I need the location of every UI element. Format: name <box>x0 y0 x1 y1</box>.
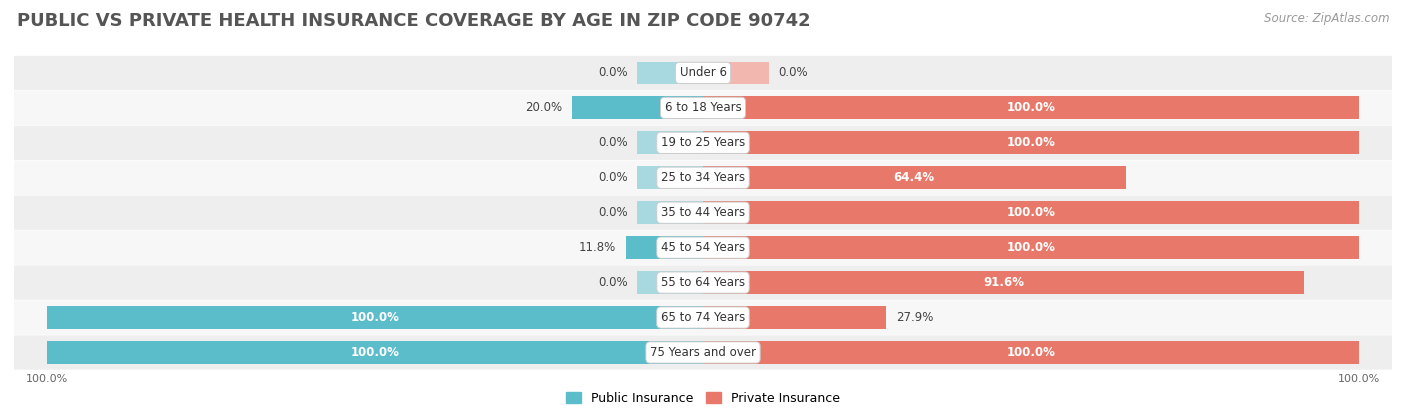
Text: 100.0%: 100.0% <box>1007 101 1056 114</box>
Text: 75 Years and over: 75 Years and over <box>650 346 756 359</box>
Text: 35 to 44 Years: 35 to 44 Years <box>661 206 745 219</box>
FancyBboxPatch shape <box>14 161 1392 195</box>
FancyBboxPatch shape <box>14 126 1392 160</box>
Bar <box>572 97 703 119</box>
Bar <box>703 131 1360 154</box>
Text: 0.0%: 0.0% <box>598 206 627 219</box>
FancyBboxPatch shape <box>14 300 1392 335</box>
FancyBboxPatch shape <box>14 266 1392 300</box>
Text: 45 to 54 Years: 45 to 54 Years <box>661 241 745 254</box>
Text: 0.0%: 0.0% <box>598 136 627 150</box>
Legend: Public Insurance, Private Insurance: Public Insurance, Private Insurance <box>561 387 845 410</box>
Text: 0.0%: 0.0% <box>598 66 627 79</box>
Text: 100.0%: 100.0% <box>350 346 399 359</box>
Bar <box>637 271 703 294</box>
Text: 100.0%: 100.0% <box>1339 374 1381 384</box>
Bar <box>703 236 1360 259</box>
Text: 64.4%: 64.4% <box>894 171 935 184</box>
FancyBboxPatch shape <box>14 335 1392 370</box>
Text: 65 to 74 Years: 65 to 74 Years <box>661 311 745 324</box>
Text: 27.9%: 27.9% <box>896 311 934 324</box>
Text: 11.8%: 11.8% <box>578 241 616 254</box>
Bar <box>703 271 1303 294</box>
Text: 0.0%: 0.0% <box>779 66 808 79</box>
Text: 100.0%: 100.0% <box>1007 241 1056 254</box>
Text: Under 6: Under 6 <box>679 66 727 79</box>
Text: 6 to 18 Years: 6 to 18 Years <box>665 101 741 114</box>
Text: 100.0%: 100.0% <box>1007 346 1056 359</box>
Text: 0.0%: 0.0% <box>598 276 627 289</box>
Text: 55 to 64 Years: 55 to 64 Years <box>661 276 745 289</box>
Bar <box>637 202 703 224</box>
Text: 25 to 34 Years: 25 to 34 Years <box>661 171 745 184</box>
Text: 91.6%: 91.6% <box>983 276 1024 289</box>
Bar <box>626 236 703 259</box>
Bar <box>703 341 1360 364</box>
Text: 100.0%: 100.0% <box>1007 206 1056 219</box>
Bar <box>703 166 1126 189</box>
FancyBboxPatch shape <box>14 230 1392 265</box>
Bar <box>703 62 769 84</box>
FancyBboxPatch shape <box>14 56 1392 90</box>
Bar <box>46 306 703 329</box>
Text: Source: ZipAtlas.com: Source: ZipAtlas.com <box>1264 12 1389 25</box>
Bar <box>703 306 886 329</box>
Bar <box>703 202 1360 224</box>
Text: PUBLIC VS PRIVATE HEALTH INSURANCE COVERAGE BY AGE IN ZIP CODE 90742: PUBLIC VS PRIVATE HEALTH INSURANCE COVER… <box>17 12 810 31</box>
Bar <box>46 341 703 364</box>
Text: 100.0%: 100.0% <box>350 311 399 324</box>
Bar <box>637 166 703 189</box>
FancyBboxPatch shape <box>14 196 1392 230</box>
Text: 19 to 25 Years: 19 to 25 Years <box>661 136 745 150</box>
Bar <box>637 131 703 154</box>
Text: 20.0%: 20.0% <box>524 101 562 114</box>
Text: 100.0%: 100.0% <box>1007 136 1056 150</box>
Bar <box>703 97 1360 119</box>
FancyBboxPatch shape <box>14 91 1392 125</box>
Bar <box>637 62 703 84</box>
Text: 0.0%: 0.0% <box>598 171 627 184</box>
Text: 100.0%: 100.0% <box>25 374 67 384</box>
